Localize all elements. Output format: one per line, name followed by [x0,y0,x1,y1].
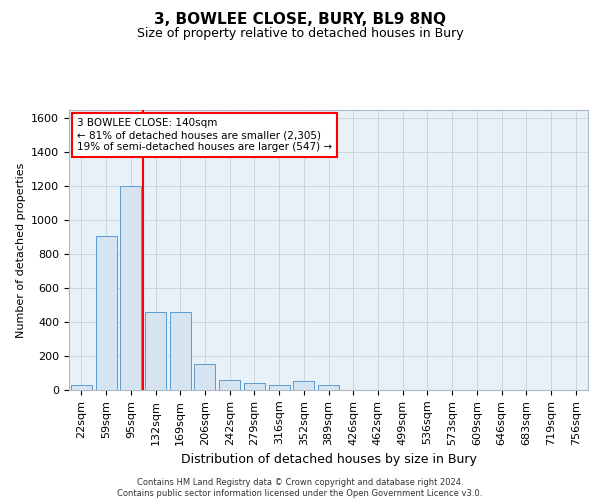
Bar [170,312,191,390]
Bar [293,380,314,390]
Bar [120,186,141,390]
Text: Contains HM Land Registry data © Crown copyright and database right 2024.
Contai: Contains HM Land Registry data © Crown c… [118,478,482,498]
Bar [71,385,92,390]
Bar [194,364,215,390]
Bar [145,312,166,390]
Y-axis label: Number of detached properties: Number of detached properties [16,162,26,338]
X-axis label: Distribution of detached houses by size in Bury: Distribution of detached houses by size … [181,453,476,466]
Bar [244,383,265,390]
Bar [318,385,339,390]
Text: 3 BOWLEE CLOSE: 140sqm
← 81% of detached houses are smaller (2,305)
19% of semi-: 3 BOWLEE CLOSE: 140sqm ← 81% of detached… [77,118,332,152]
Bar [219,380,240,390]
Bar [95,236,116,390]
Text: Size of property relative to detached houses in Bury: Size of property relative to detached ho… [137,28,463,40]
Bar [269,385,290,390]
Text: 3, BOWLEE CLOSE, BURY, BL9 8NQ: 3, BOWLEE CLOSE, BURY, BL9 8NQ [154,12,446,28]
